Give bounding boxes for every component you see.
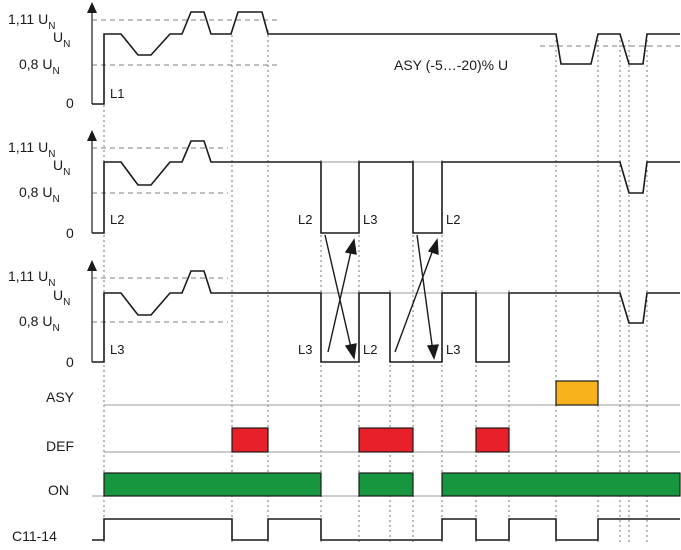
label-un: UN	[53, 287, 70, 308]
channel-label-l2: L2	[298, 212, 312, 227]
channel-label-l3: L3	[363, 212, 377, 227]
row-on: ON	[48, 472, 681, 498]
label-zero: 0	[66, 95, 74, 111]
time-markers	[103, 30, 648, 545]
swap-arrow	[394, 246, 435, 353]
swap-arrow	[324, 234, 353, 353]
channel-label-l2: L2	[363, 342, 377, 357]
y-axis-arrow-icon	[87, 130, 97, 141]
label-un: UN	[53, 157, 70, 178]
signal-l2	[92, 140, 680, 234]
phase-swap-arrows	[324, 234, 439, 360]
row-label-def: DEF	[46, 438, 74, 454]
swap-arrow	[327, 246, 353, 353]
row-asy: ASY	[46, 380, 680, 406]
y-axis-arrow-icon	[87, 2, 97, 13]
label-08: 0,8 UN	[19, 313, 60, 334]
row-label-on: ON	[48, 482, 69, 498]
panel-l2: 1,11 UN UN 0,8 UN 0 L2 L2 L3 L2	[8, 130, 680, 241]
def-block	[475, 427, 510, 453]
label-un: UN	[53, 29, 70, 50]
label-zero: 0	[66, 225, 74, 241]
label-111: 1,11 UN	[8, 268, 55, 289]
arrow-head-icon	[344, 343, 357, 360]
on-block	[103, 472, 322, 497]
signal-l3	[92, 270, 680, 363]
label-zero: 0	[66, 354, 74, 370]
y-axis-arrow-icon	[87, 260, 97, 271]
swap-arrow	[416, 234, 434, 353]
asy-note: ASY (-5…-20)% U	[394, 57, 508, 73]
row-label-c11-14: C11-14	[12, 528, 57, 544]
signal-c11-14	[92, 518, 680, 541]
channel-label-l3: L3	[298, 342, 312, 357]
channel-label-l2: L2	[446, 212, 460, 227]
arrow-head-icon	[427, 238, 439, 255]
channel-label-l2: L2	[110, 212, 124, 227]
def-block	[231, 427, 269, 453]
label-08: 0,8 UN	[19, 184, 60, 205]
row-c11-14: C11-14	[12, 518, 680, 544]
label-08: 0,8 UN	[19, 56, 60, 77]
panel-l3: 1,11 UN UN 0,8 UN 0 L3 L3 L2 L3	[8, 260, 680, 370]
label-111: 1,11 UN	[8, 11, 55, 32]
label-111: 1,11 UN	[8, 139, 55, 160]
on-block	[441, 472, 681, 497]
channel-label-l3: L3	[446, 342, 460, 357]
channel-label-l1: L1	[110, 86, 124, 101]
on-block	[358, 472, 414, 497]
row-label-asy: ASY	[46, 389, 75, 405]
def-block	[358, 427, 414, 453]
panel-l1: 1,11 UN UN 0,8 UN 0 L1 ASY (-5…-20)% U	[8, 2, 680, 111]
asy-block	[555, 380, 599, 406]
row-def: DEF	[46, 427, 680, 454]
arrow-head-icon	[344, 238, 357, 255]
channel-label-l3: L3	[110, 342, 124, 357]
arrow-head-icon	[426, 344, 439, 360]
signal-l1	[92, 11, 680, 105]
